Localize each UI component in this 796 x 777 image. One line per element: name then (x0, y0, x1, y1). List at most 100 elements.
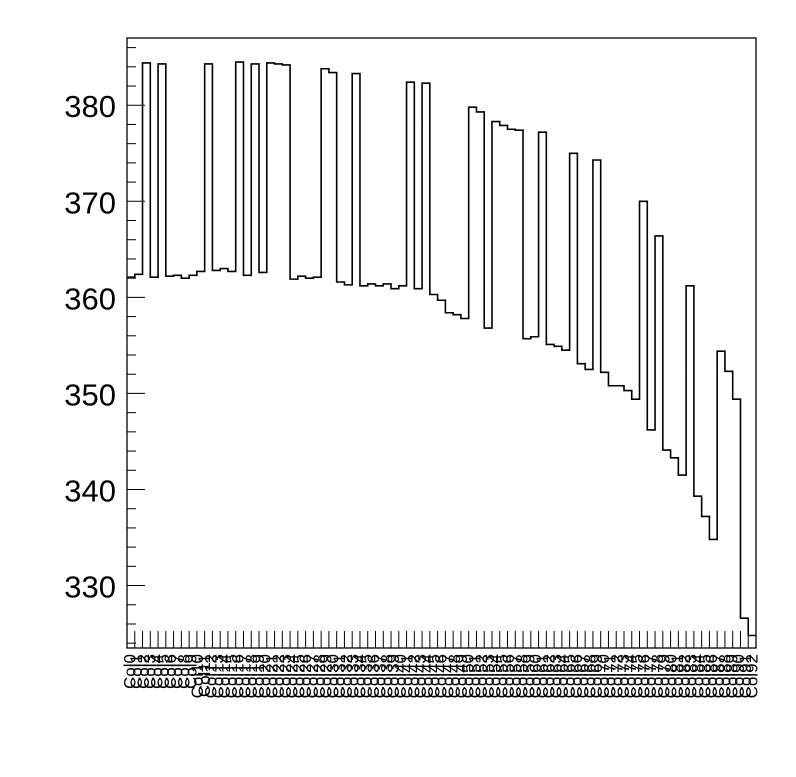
x-tick-label: Col24 (283, 654, 302, 698)
x-tick-label: Col65 (560, 654, 579, 698)
y-tick-label: 330 (64, 570, 116, 605)
x-tick-label: Col16 (229, 654, 248, 698)
x-tick-label: Col68 (580, 654, 599, 698)
y-tick-label: 370 (64, 185, 116, 220)
x-tick-label: Col47 (438, 654, 457, 698)
x-tick-label: Col66 (567, 654, 586, 698)
x-tick-label: Col52 (472, 654, 491, 698)
x-tick-label: Col51 (465, 654, 484, 698)
x-tick-label: Col49 (452, 654, 471, 698)
x-tick-label: Col11 (195, 654, 214, 697)
x-tick-label: Col2 (134, 654, 153, 689)
y-tick-label: 380 (64, 89, 116, 124)
x-tick-label: Col34 (350, 654, 369, 698)
series-group (127, 61, 756, 637)
x-tick-label: Col23 (276, 654, 295, 698)
x-tick-label: Col19 (249, 654, 268, 698)
x-tick-label: Col42 (404, 654, 423, 698)
x-tick-label: Col43 (411, 654, 430, 698)
x-tick-label: Col91 (736, 654, 755, 698)
x-tick-label: Col50 (459, 654, 478, 698)
x-tick-label: Col33 (344, 654, 363, 698)
series-line (127, 61, 756, 637)
x-tick-label: Col10 (188, 654, 207, 698)
x-tick-label: Col74 (621, 654, 640, 698)
x-tick-label: Col85 (695, 654, 714, 698)
plot-frame-group (126, 37, 757, 649)
x-tick-label: Col88 (716, 654, 735, 698)
x-tick-label: Col38 (377, 654, 396, 698)
x-tick-labels-group: Col0Col1Col2Col3Col4Col5Col6Col7Col8Col9… (120, 654, 761, 698)
x-tick-label: Col89 (722, 654, 741, 698)
x-tick-label: Col6 (161, 654, 180, 689)
x-tick-label: Col30 (323, 654, 342, 698)
x-tick-label: Col53 (479, 654, 498, 698)
x-tick-label: Col84 (689, 654, 708, 698)
x-tick-label: Col7 (168, 654, 187, 689)
x-tick-label: Col25 (289, 654, 308, 698)
x-tick-label: Col4 (147, 654, 166, 689)
x-tick-label: Col82 (675, 654, 694, 698)
x-tick-label: Col83 (682, 654, 701, 698)
x-tick-label: Col28 (310, 654, 329, 698)
x-tick-label: Col70 (594, 654, 613, 698)
x-tick-label: Col63 (546, 654, 565, 698)
x-tick-label: Col57 (506, 654, 525, 698)
plot-frame (126, 37, 757, 649)
x-tick-label: Col29 (317, 654, 336, 698)
x-tick-label: Col90 (729, 654, 748, 698)
x-tick-label: Col15 (222, 654, 241, 698)
x-tick-label: Col56 (499, 654, 518, 698)
x-tick-label: Col54 (486, 654, 505, 698)
x-tick-label: Col67 (574, 654, 593, 698)
x-tick-label: Col17 (235, 654, 254, 698)
x-tick-label: Col78 (648, 654, 667, 698)
x-tick-label: Col22 (269, 654, 288, 698)
x-tick-label: Col64 (553, 654, 572, 698)
x-tick-label: Col86 (702, 654, 721, 698)
x-tick-label: Col69 (587, 654, 606, 698)
x-tick-label: Col92 (743, 654, 762, 698)
x-tick-label: Col58 (513, 654, 532, 698)
x-tick-label: Col0 (120, 654, 139, 689)
x-tick-label: Col37 (371, 654, 390, 698)
x-tick-label: Col72 (607, 654, 626, 698)
x-tick-label: Col76 (634, 654, 653, 698)
x-tick-label: Col5 (154, 654, 173, 689)
x-tick-label: Col45 (425, 654, 444, 698)
x-tick-label: Col31 (330, 654, 349, 698)
x-tick-label: Col87 (709, 654, 728, 698)
x-axis-ticks-group (126, 631, 757, 648)
x-tick-label: Col81 (668, 654, 687, 698)
y-tick-label: 360 (64, 281, 116, 316)
x-tick-label: Col9 (181, 654, 200, 689)
x-tick-label: Col40 (391, 654, 410, 698)
y-tick-label: 350 (64, 377, 116, 412)
x-tick-label: Col44 (418, 654, 437, 698)
x-tick-label: Col79 (655, 654, 674, 698)
x-tick-label: Col26 (296, 654, 315, 698)
x-tick-label: Col75 (628, 654, 647, 698)
x-tick-label: Col80 (661, 654, 680, 698)
x-tick-label: Col27 (303, 654, 322, 698)
x-tick-label: Col20 (256, 654, 275, 698)
x-tick-label: Col46 (432, 654, 451, 698)
x-tick-label: Col48 (445, 654, 464, 698)
x-tick-label: Col1 (127, 654, 146, 689)
x-tick-label: Col62 (540, 654, 559, 698)
x-tick-label: Col39 (384, 654, 403, 698)
x-tick-label: Col60 (526, 654, 545, 698)
x-tick-label: Col41 (398, 654, 417, 698)
x-tick-label: Col18 (242, 654, 261, 698)
x-tick-label: Col12 (202, 654, 221, 698)
x-tick-label: Col21 (262, 654, 281, 698)
y-tick-labels-group: 330 340 350 360 370 380 (64, 89, 116, 604)
y-tick-label: 340 (64, 473, 116, 508)
x-tick-label: Col3 (141, 654, 160, 689)
x-tick-label: Col77 (641, 654, 660, 698)
x-tick-label: Col55 (492, 654, 511, 698)
x-tick-label: Col36 (364, 654, 383, 698)
x-tick-label: Col35 (357, 654, 376, 698)
